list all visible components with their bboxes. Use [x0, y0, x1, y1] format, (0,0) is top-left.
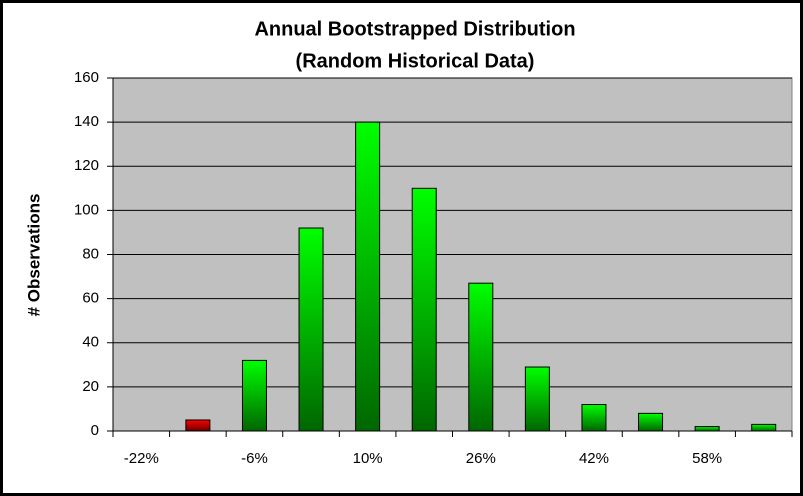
x-tick-label: -6% [241, 450, 268, 467]
bar [638, 412, 664, 432]
y-tick-label: 80 [82, 245, 99, 262]
bar [411, 187, 437, 432]
bar [241, 359, 267, 432]
bar [581, 404, 607, 432]
chart-subtitle: (Random Historical Data) [296, 50, 535, 72]
y-axis-title: # Observations [24, 194, 43, 317]
y-tick-label: 0 [91, 422, 99, 439]
bar [524, 366, 550, 432]
x-tick-label: 10% [353, 450, 383, 467]
bar [751, 423, 777, 432]
chart-title: Annual Bootstrapped Distribution [254, 18, 575, 40]
bar [355, 121, 381, 432]
y-tick-label: 120 [74, 157, 99, 174]
y-tick-label: 100 [74, 201, 99, 218]
x-tick-label: 58% [692, 450, 722, 467]
bar [694, 426, 720, 432]
x-tick-label: -22% [124, 450, 159, 467]
bar [298, 227, 324, 432]
bar [185, 419, 211, 432]
y-tick-label: 40 [82, 334, 99, 351]
y-tick-label: 140 [74, 113, 99, 130]
y-tick-label: 20 [82, 378, 99, 395]
bar [468, 282, 494, 432]
x-tick-label: 26% [466, 450, 496, 467]
x-tick-label: 42% [579, 450, 609, 467]
y-tick-label: 160 [74, 69, 99, 86]
y-tick-label: 60 [82, 290, 99, 307]
